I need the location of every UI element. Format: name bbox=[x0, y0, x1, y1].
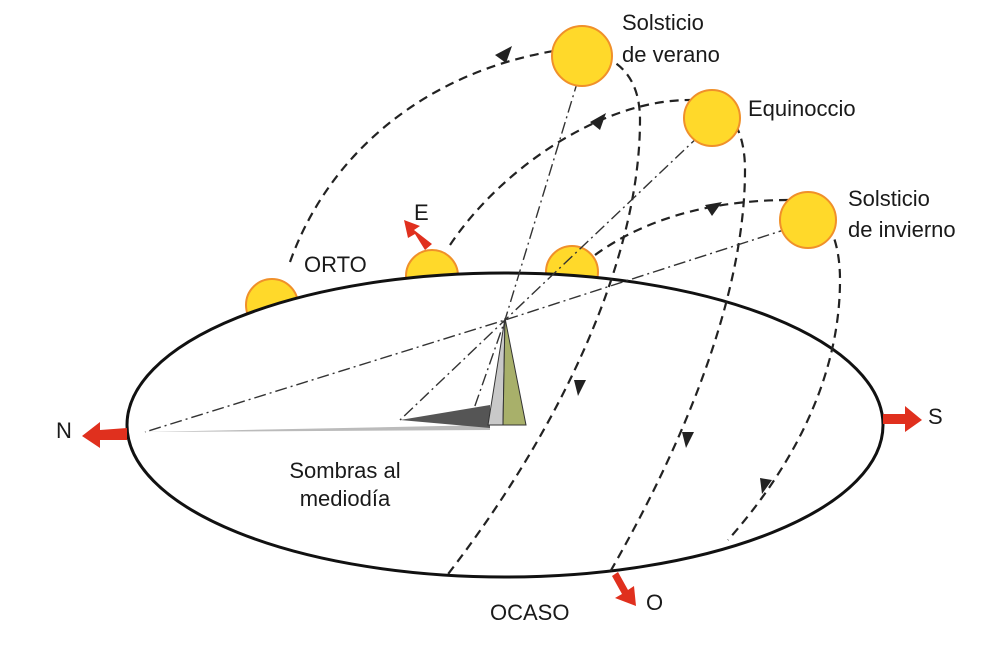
path-arrow bbox=[705, 202, 722, 216]
shadows-label: Sombras al bbox=[289, 458, 400, 483]
equinox-label: Equinoccio bbox=[748, 96, 856, 121]
summer-label: de verano bbox=[622, 42, 720, 67]
south-arrow bbox=[883, 406, 922, 432]
path-arrow bbox=[760, 478, 772, 494]
west-label: O bbox=[646, 590, 663, 615]
west-arrow bbox=[612, 572, 636, 606]
path-arrow bbox=[590, 113, 606, 130]
path-arrow bbox=[495, 46, 512, 63]
path-arrow bbox=[682, 432, 694, 448]
equinox-sun bbox=[683, 89, 741, 147]
summer-sun bbox=[551, 25, 613, 87]
shadows-label: mediodía bbox=[300, 486, 391, 511]
south-label: S bbox=[928, 404, 943, 429]
north-arrow bbox=[82, 422, 127, 448]
sunrise-label: ORTO bbox=[304, 252, 367, 277]
winter-label: de invierno bbox=[848, 217, 956, 242]
winter-sun bbox=[779, 191, 837, 249]
path-arrow bbox=[574, 380, 586, 396]
shadow bbox=[145, 425, 490, 432]
equinox-path bbox=[449, 98, 747, 573]
summer-path bbox=[288, 48, 642, 579]
shadow bbox=[400, 405, 490, 428]
winter-ray bbox=[144, 227, 791, 433]
north-label: N bbox=[56, 418, 72, 443]
east-arrow bbox=[404, 220, 432, 250]
summer-label: Solsticio bbox=[622, 10, 704, 35]
sunset-label: OCASO bbox=[490, 600, 569, 625]
east-label: E bbox=[414, 200, 429, 225]
gnomon bbox=[502, 317, 527, 426]
winter-label: Solsticio bbox=[848, 186, 930, 211]
